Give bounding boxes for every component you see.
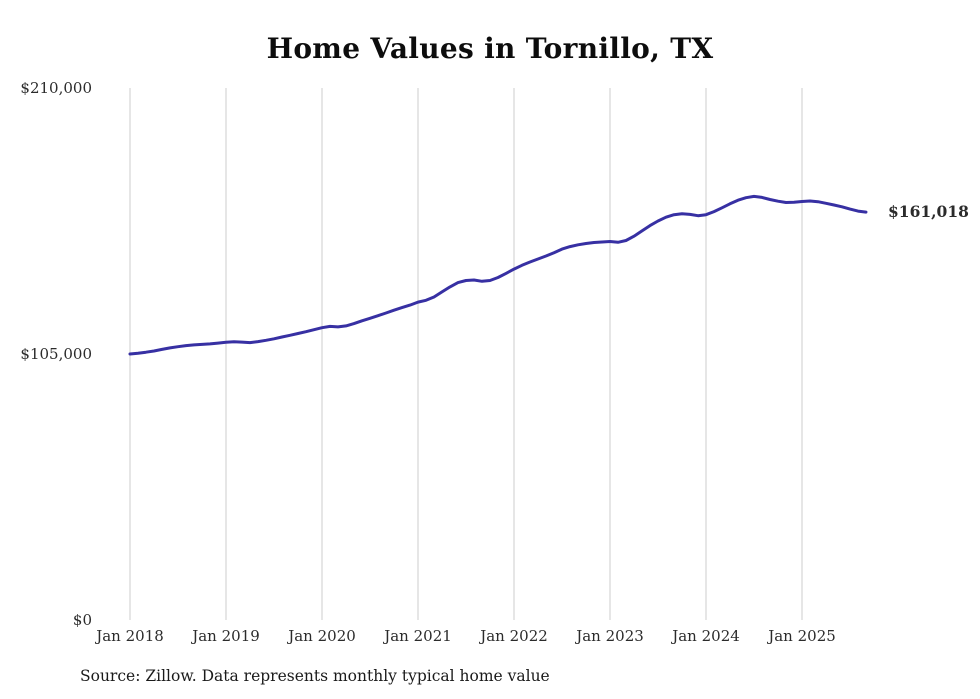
x-tick-label: Jan 2019 <box>190 627 260 645</box>
y-tick-label: $210,000 <box>20 79 92 97</box>
home-value-line <box>128 194 868 356</box>
x-tick-label: Jan 2024 <box>670 627 740 645</box>
x-tick-label: Jan 2020 <box>286 627 356 645</box>
x-tick-label: Jan 2021 <box>382 627 452 645</box>
y-tick-label: $105,000 <box>20 345 92 363</box>
x-tick-label: Jan 2018 <box>94 627 164 645</box>
latest-value-label: $161,018 <box>888 202 969 221</box>
chart-title: Home Values in Tornillo, TX <box>266 32 714 65</box>
source-note: Source: Zillow. Data represents monthly … <box>80 667 550 685</box>
x-tick-label: Jan 2023 <box>574 627 644 645</box>
x-tick-label: Jan 2025 <box>766 627 836 645</box>
x-tick-label: Jan 2022 <box>478 627 548 645</box>
y-tick-label: $0 <box>73 611 92 629</box>
